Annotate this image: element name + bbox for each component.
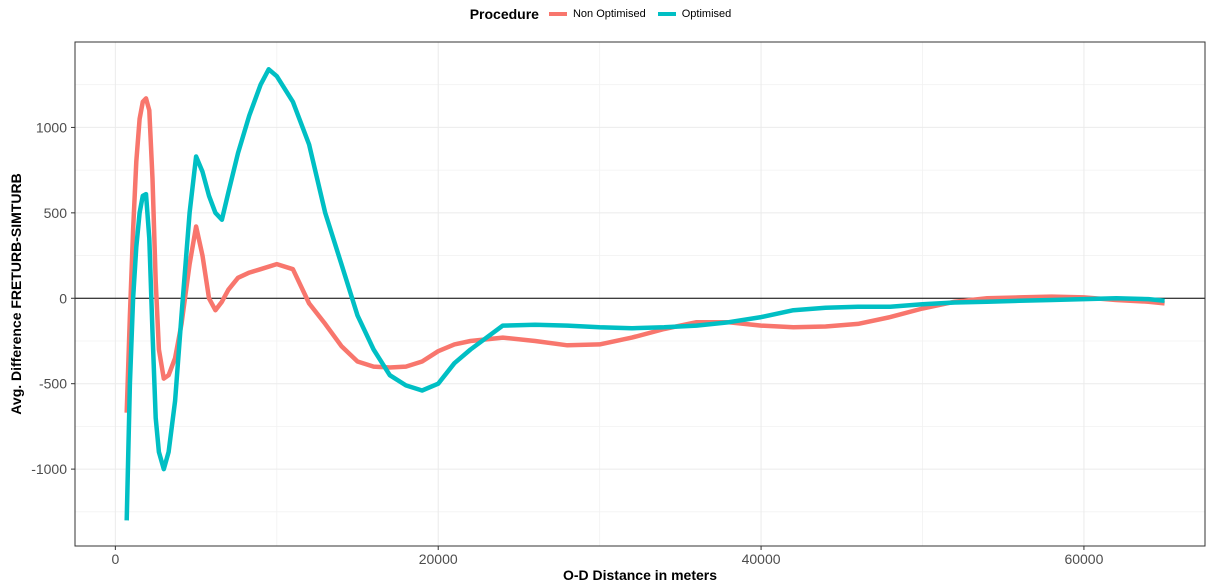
series-line-optimised (124, 67, 1165, 521)
y-tick-label: -1000 (31, 461, 67, 477)
y-tick-label: -500 (39, 376, 67, 392)
grid-minor (75, 42, 1205, 546)
legend: Procedure Non Optimised Optimised (0, 4, 1207, 24)
legend-swatch-non-optimised (548, 12, 567, 16)
y-axis-title: Avg. Difference FRETURB-SIMTURB (8, 173, 24, 414)
x-axis-title: O-D Distance in meters (563, 567, 717, 583)
legend-label-optimised: Optimised (681, 8, 732, 20)
y-tick-label: 0 (59, 290, 67, 306)
x-tick-label: 0 (111, 551, 119, 567)
y-tick-label: 1000 (36, 119, 67, 135)
legend-label-non-optimised: Non Optimised (572, 8, 646, 20)
x-tick-label: 40000 (742, 551, 781, 567)
plot-border (74, 41, 1206, 547)
series-line-non-optimised (124, 96, 1165, 413)
x-tick-label: 20000 (419, 551, 458, 567)
y-axis: 1000 500 0 -500 -1000 (31, 119, 75, 477)
legend-title: Procedure (469, 6, 539, 22)
legend-item-non-optimised: Non Optimised (548, 8, 646, 20)
legend-swatch-optimised (657, 12, 676, 16)
plot-background (75, 42, 1205, 546)
x-tick-label: 60000 (1064, 551, 1103, 567)
legend-item-optimised: Optimised (657, 8, 732, 20)
series-layer (124, 67, 1165, 521)
y-tick-label: 500 (44, 205, 68, 221)
x-axis: 0 20000 40000 60000 (111, 546, 1104, 567)
